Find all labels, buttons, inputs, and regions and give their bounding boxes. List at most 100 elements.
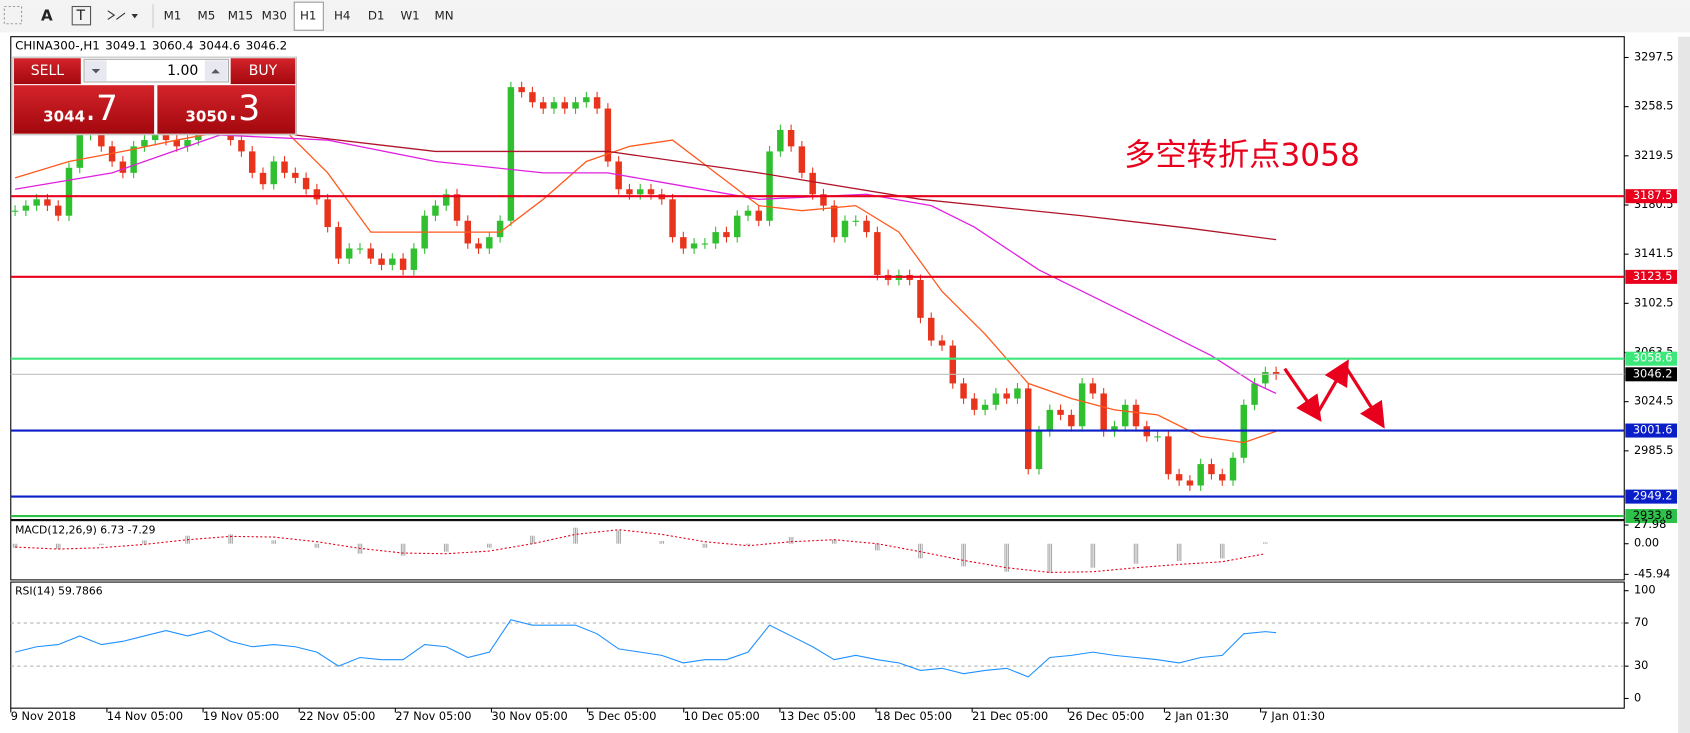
- ask-price[interactable]: 3050.3: [185, 88, 260, 128]
- chart-header: CHINA300-,H1 3049.1 3060.4 3044.6 3046.2: [15, 38, 287, 52]
- candle-body: [475, 243, 482, 249]
- sell-button[interactable]: [14, 58, 81, 85]
- candle-body: [798, 146, 806, 173]
- candle-body: [830, 205, 838, 238]
- x-tick-label: 7 Jan 01:30: [1261, 710, 1325, 723]
- candle-body: [1186, 480, 1194, 486]
- candle-body: [604, 108, 612, 162]
- candle-body: [453, 194, 461, 221]
- candle-body: [151, 135, 159, 141]
- candle-body: [281, 161, 288, 173]
- candle-body: [54, 205, 62, 216]
- bid-major: 3044: [43, 107, 85, 125]
- timeframe-button[interactable]: M15: [228, 9, 253, 23]
- timeframe-button[interactable]: M30: [262, 9, 287, 23]
- x-tick-label: 19 Nov 05:00: [203, 710, 279, 723]
- y-tick-label: 3024.5: [1634, 395, 1674, 408]
- x-tick-label: 9 Nov 2018: [11, 710, 76, 723]
- arrow-down: [1344, 366, 1385, 429]
- lots-input[interactable]: [83, 58, 230, 83]
- candle-body: [65, 167, 73, 216]
- candle-body: [1014, 388, 1021, 399]
- toolbar-bg: [0, 0, 1690, 33]
- macd-signal: [15, 529, 1266, 573]
- timeframe-button[interactable]: M1: [164, 9, 182, 23]
- timeframe-button[interactable]: D1: [368, 9, 385, 23]
- grip-icon: [3, 5, 23, 25]
- candle-body: [1208, 464, 1215, 475]
- candle-body: [518, 87, 525, 93]
- candle-body: [777, 129, 784, 152]
- candle-body: [669, 199, 676, 238]
- timeframe-button[interactable]: W1: [400, 9, 419, 23]
- candle-body: [1111, 426, 1118, 432]
- candle-body: [1089, 383, 1097, 394]
- buy-label[interactable]: BUY: [249, 63, 278, 79]
- y-tick-label: 3102.5: [1634, 296, 1674, 309]
- timeframe-button[interactable]: M5: [198, 9, 216, 23]
- candle-body: [712, 232, 719, 244]
- candle-body: [98, 129, 105, 147]
- level-label: 3001.6: [1633, 424, 1673, 437]
- ohlc-open: 3049.1: [105, 38, 146, 52]
- level-label-bg: [1625, 351, 1678, 366]
- ask-box[interactable]: [157, 85, 296, 134]
- bid-minor: .7: [85, 88, 118, 128]
- candle-body: [432, 205, 439, 216]
- y-tick-label: 3297.5: [1634, 50, 1674, 63]
- toolbar: A T M1 M5 M15 M30 H1 H4 D1 W1 MN: [0, 0, 1690, 33]
- objects-tool[interactable]: [107, 10, 126, 20]
- candle-body: [1154, 436, 1161, 438]
- sell-label[interactable]: SELL: [31, 63, 65, 79]
- candle-body: [852, 220, 860, 222]
- x-tick-label: 5 Dec 05:00: [588, 710, 657, 723]
- candle-body: [130, 146, 137, 173]
- dropdown-arrow[interactable]: [131, 14, 138, 19]
- x-tick-label: 13 Dec 05:00: [780, 710, 856, 723]
- candle-body: [1272, 372, 1280, 375]
- candle-body: [1121, 404, 1129, 427]
- font-tool[interactable]: A: [41, 7, 53, 25]
- level-label-bg: [1625, 489, 1678, 504]
- candle-body: [44, 199, 51, 206]
- timeframe-button[interactable]: MN: [435, 9, 454, 23]
- bid-box[interactable]: [14, 85, 155, 134]
- trade-panel: SELL 1.00 BUY 3044.7 3050.3: [12, 56, 297, 136]
- scrollbar[interactable]: [1678, 36, 1690, 733]
- active-timeframe: [293, 1, 324, 31]
- candle-body: [874, 232, 881, 275]
- x-tick-label: 14 Nov 05:00: [107, 710, 183, 723]
- candle-body: [809, 172, 816, 195]
- candle-body: [927, 317, 935, 341]
- candle-body: [1251, 383, 1258, 405]
- ask-minor: .3: [227, 88, 260, 128]
- buy-button[interactable]: [230, 58, 296, 85]
- timeframe-button[interactable]: H1: [300, 9, 316, 23]
- candle-body: [917, 280, 924, 318]
- candle-body: [820, 194, 827, 206]
- candle-body: [766, 151, 773, 221]
- candle-body: [335, 227, 342, 259]
- up-arrow: [211, 69, 220, 74]
- rsi-panel: [10, 581, 1625, 709]
- timeframe-button[interactable]: H4: [334, 9, 350, 23]
- bid-price[interactable]: 3044.7: [43, 88, 118, 128]
- macd-panel: [10, 520, 1625, 581]
- plot-marks: 3297.53258.53219.53180.53141.53102.53063…: [10, 50, 1678, 723]
- candle-body: [389, 258, 396, 265]
- candle-body: [561, 102, 569, 109]
- candle-body: [550, 102, 558, 109]
- candle-body: [701, 243, 709, 245]
- y-tick-label: 0.00: [1634, 537, 1659, 550]
- candle-body: [33, 199, 40, 206]
- level-label-bg: [1625, 367, 1678, 382]
- candle-body: [572, 102, 579, 109]
- candle-body: [238, 140, 245, 152]
- text-tool-frame[interactable]: [71, 5, 92, 26]
- annotation: 多空转折点3058: [1124, 137, 1360, 173]
- lots-value[interactable]: 1.00: [167, 63, 198, 79]
- candle-body: [1003, 393, 1010, 399]
- candle-body: [1046, 409, 1054, 432]
- text-tool[interactable]: T: [76, 8, 86, 24]
- candle-body: [486, 237, 493, 249]
